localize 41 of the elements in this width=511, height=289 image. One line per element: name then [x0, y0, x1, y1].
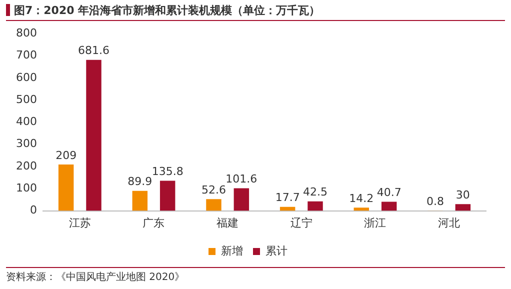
- data-label: 209: [56, 148, 77, 162]
- data-label: 40.7: [376, 186, 402, 200]
- x-tick-label: 江苏: [68, 216, 91, 230]
- y-tick-label: 400: [16, 115, 37, 128]
- data-label: 101.6: [226, 172, 258, 186]
- chart-title: 图7：2020 年沿海省市新增和累计装机规模（单位：万千瓦）: [14, 2, 320, 18]
- y-tick-label: 100: [16, 182, 37, 195]
- bar: [381, 202, 397, 211]
- data-label: 52.6: [201, 184, 226, 197]
- data-label: 42.5: [303, 186, 328, 199]
- bar: [58, 164, 74, 211]
- bar: [132, 190, 148, 211]
- legend-label: 新增: [221, 244, 243, 258]
- data-label: 135.8: [152, 165, 184, 178]
- bar: [234, 188, 250, 211]
- data-label: 14.2: [349, 192, 374, 206]
- x-tick-label: 福建: [216, 216, 239, 230]
- data-label: 30: [456, 188, 470, 202]
- data-label: 0.8: [426, 194, 444, 208]
- bar: [160, 180, 176, 211]
- text: 资料来源：《中国风电产业地图 2020》: [6, 270, 505, 284]
- y-tick-label: 200: [16, 159, 37, 172]
- bar: [206, 199, 222, 211]
- bar: [308, 201, 323, 211]
- x-tick-label: 广东: [142, 216, 165, 230]
- y-tick-label: 700: [16, 48, 37, 62]
- data-label: 681.6: [78, 44, 110, 58]
- y-tick-label: 500: [16, 92, 37, 106]
- x-tick-label: 浙江: [364, 216, 386, 230]
- y-tick-label: 300: [16, 137, 37, 150]
- y-tick-label: 0: [30, 204, 37, 217]
- x-tick-label: 辽宁: [290, 216, 312, 230]
- y-tick-label: 600: [16, 70, 37, 84]
- bar: [354, 208, 370, 211]
- data-label: 89.9: [128, 175, 152, 188]
- y-tick-label: 800: [16, 26, 37, 40]
- data-label: 17.7: [275, 191, 300, 204]
- bar: [455, 204, 471, 211]
- x-tick-label: 河北: [438, 216, 460, 230]
- bar: [86, 60, 102, 211]
- legend-label: 累计: [266, 244, 288, 258]
